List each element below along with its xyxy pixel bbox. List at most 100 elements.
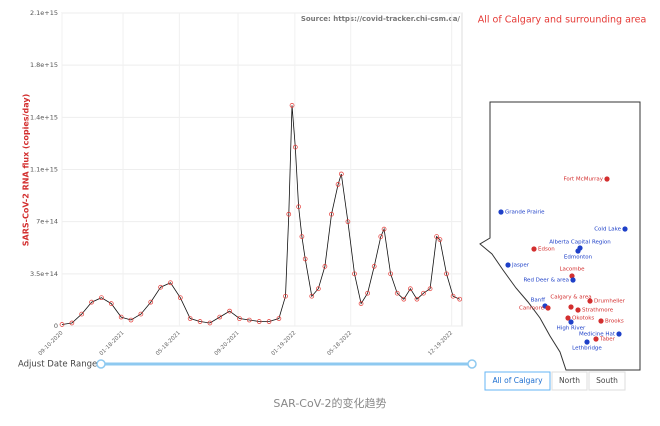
y-tick-label: 7e+14 — [36, 218, 58, 226]
city-dot — [505, 262, 511, 268]
data-point — [207, 320, 213, 326]
city-dot — [545, 305, 551, 311]
x-tick-label: 05-18-2021 — [155, 330, 182, 357]
region-button[interactable] — [588, 371, 626, 391]
data-point — [352, 271, 357, 277]
x-tick-label: 09-20-2021 — [214, 330, 241, 357]
data-point — [434, 234, 439, 239]
city-label: Banff — [531, 298, 546, 304]
city-label: Grande Prairie — [505, 210, 545, 216]
data-point — [394, 290, 400, 296]
data-point — [138, 311, 144, 317]
data-point — [148, 299, 154, 305]
city-label: Taber — [599, 337, 616, 343]
y-axis-label: SARS-CoV-2 RNA flux (copies/day) — [22, 94, 31, 246]
data-point — [388, 271, 393, 277]
province-map — [479, 101, 641, 371]
map-cities: Fort McMurray Grande Prairie Cold Lake Albe… — [498, 176, 628, 352]
data-point — [79, 311, 85, 317]
data-point — [450, 293, 456, 299]
data-point — [99, 295, 104, 301]
city-label: Brooks — [605, 319, 624, 325]
data-point — [299, 234, 305, 239]
data-point — [427, 286, 433, 292]
city-dot — [575, 307, 581, 313]
data-point — [358, 301, 364, 306]
city-label: Lacombe — [559, 267, 585, 273]
city-dot — [531, 246, 537, 252]
data-point — [237, 316, 242, 321]
caption: SAR-CoV-2的变化趋势 — [273, 396, 386, 410]
data-point — [289, 103, 295, 108]
button-label: South — [596, 376, 618, 385]
data-point — [444, 271, 449, 277]
data-point — [345, 219, 351, 225]
data-point — [177, 295, 183, 301]
city-dot — [565, 315, 571, 321]
city-label: Medicine Hat — [579, 332, 616, 338]
city-dot — [598, 318, 604, 324]
data-point — [158, 284, 163, 290]
city-dot — [622, 226, 628, 232]
city-dot — [569, 273, 575, 279]
city-dot — [498, 209, 504, 215]
x-tick-label: 09-10-2020 — [38, 330, 65, 357]
data-point — [315, 286, 321, 292]
range-handle[interactable] — [467, 359, 477, 369]
data-point — [437, 237, 443, 242]
data-point — [408, 286, 413, 292]
region-buttons: All of Calgary North South — [484, 371, 626, 391]
data-point — [266, 319, 272, 324]
city-dot — [568, 304, 574, 310]
city-label: Cold Lake — [594, 227, 621, 233]
data-point — [283, 293, 288, 299]
data-point — [256, 319, 262, 324]
data-point — [118, 314, 124, 320]
city-label: Calgary & area — [550, 295, 591, 301]
data-point — [302, 256, 308, 262]
x-tick-label: 01-18-2021 — [99, 330, 126, 357]
data-point — [365, 290, 370, 296]
data-point — [381, 226, 387, 232]
data-point — [187, 316, 193, 321]
data-point — [108, 301, 114, 306]
city-label: Canmore — [519, 306, 545, 312]
city-label: High River — [557, 326, 586, 332]
source: Source: https://covid-tracker.chi-csm.ca… — [301, 15, 461, 23]
city-dot — [604, 176, 610, 182]
data-point — [59, 322, 65, 327]
data-point — [329, 211, 334, 217]
city-label: Jasper — [511, 263, 530, 269]
city-dot — [587, 298, 593, 304]
region-button[interactable] — [551, 371, 588, 391]
city-label: Red Deer & area — [523, 278, 569, 284]
data-point — [286, 211, 292, 217]
y-tick-label: 2.1e+15 — [30, 9, 58, 17]
data-point — [296, 204, 301, 210]
range-handle[interactable] — [96, 359, 106, 369]
range-label: Adjust Date Range: — [18, 360, 100, 370]
data-point — [128, 317, 134, 323]
city-dot — [616, 331, 622, 337]
region-button[interactable] — [484, 371, 551, 391]
data-point — [168, 280, 173, 286]
y-tick-label: 0 — [54, 322, 58, 330]
city-label: Lethbridge — [572, 346, 602, 352]
x-tick-label: 05-18-2022 — [326, 330, 353, 357]
city-label: Edmonton — [564, 255, 593, 261]
data-point — [197, 319, 203, 324]
city-label: Fort McMurray — [563, 177, 603, 183]
data-point — [421, 290, 426, 296]
data-point — [378, 234, 384, 239]
y-tick-label: 1.1e+15 — [30, 166, 58, 174]
city-dot — [584, 339, 590, 345]
city-label: Edson — [538, 247, 555, 253]
data-point — [371, 264, 377, 269]
city-dot — [568, 319, 574, 325]
data-point — [401, 296, 407, 302]
map-title: All of Calgary and surrounding area — [478, 15, 647, 26]
city-dot — [575, 248, 581, 254]
data-point — [338, 171, 344, 177]
data-point — [227, 308, 232, 314]
